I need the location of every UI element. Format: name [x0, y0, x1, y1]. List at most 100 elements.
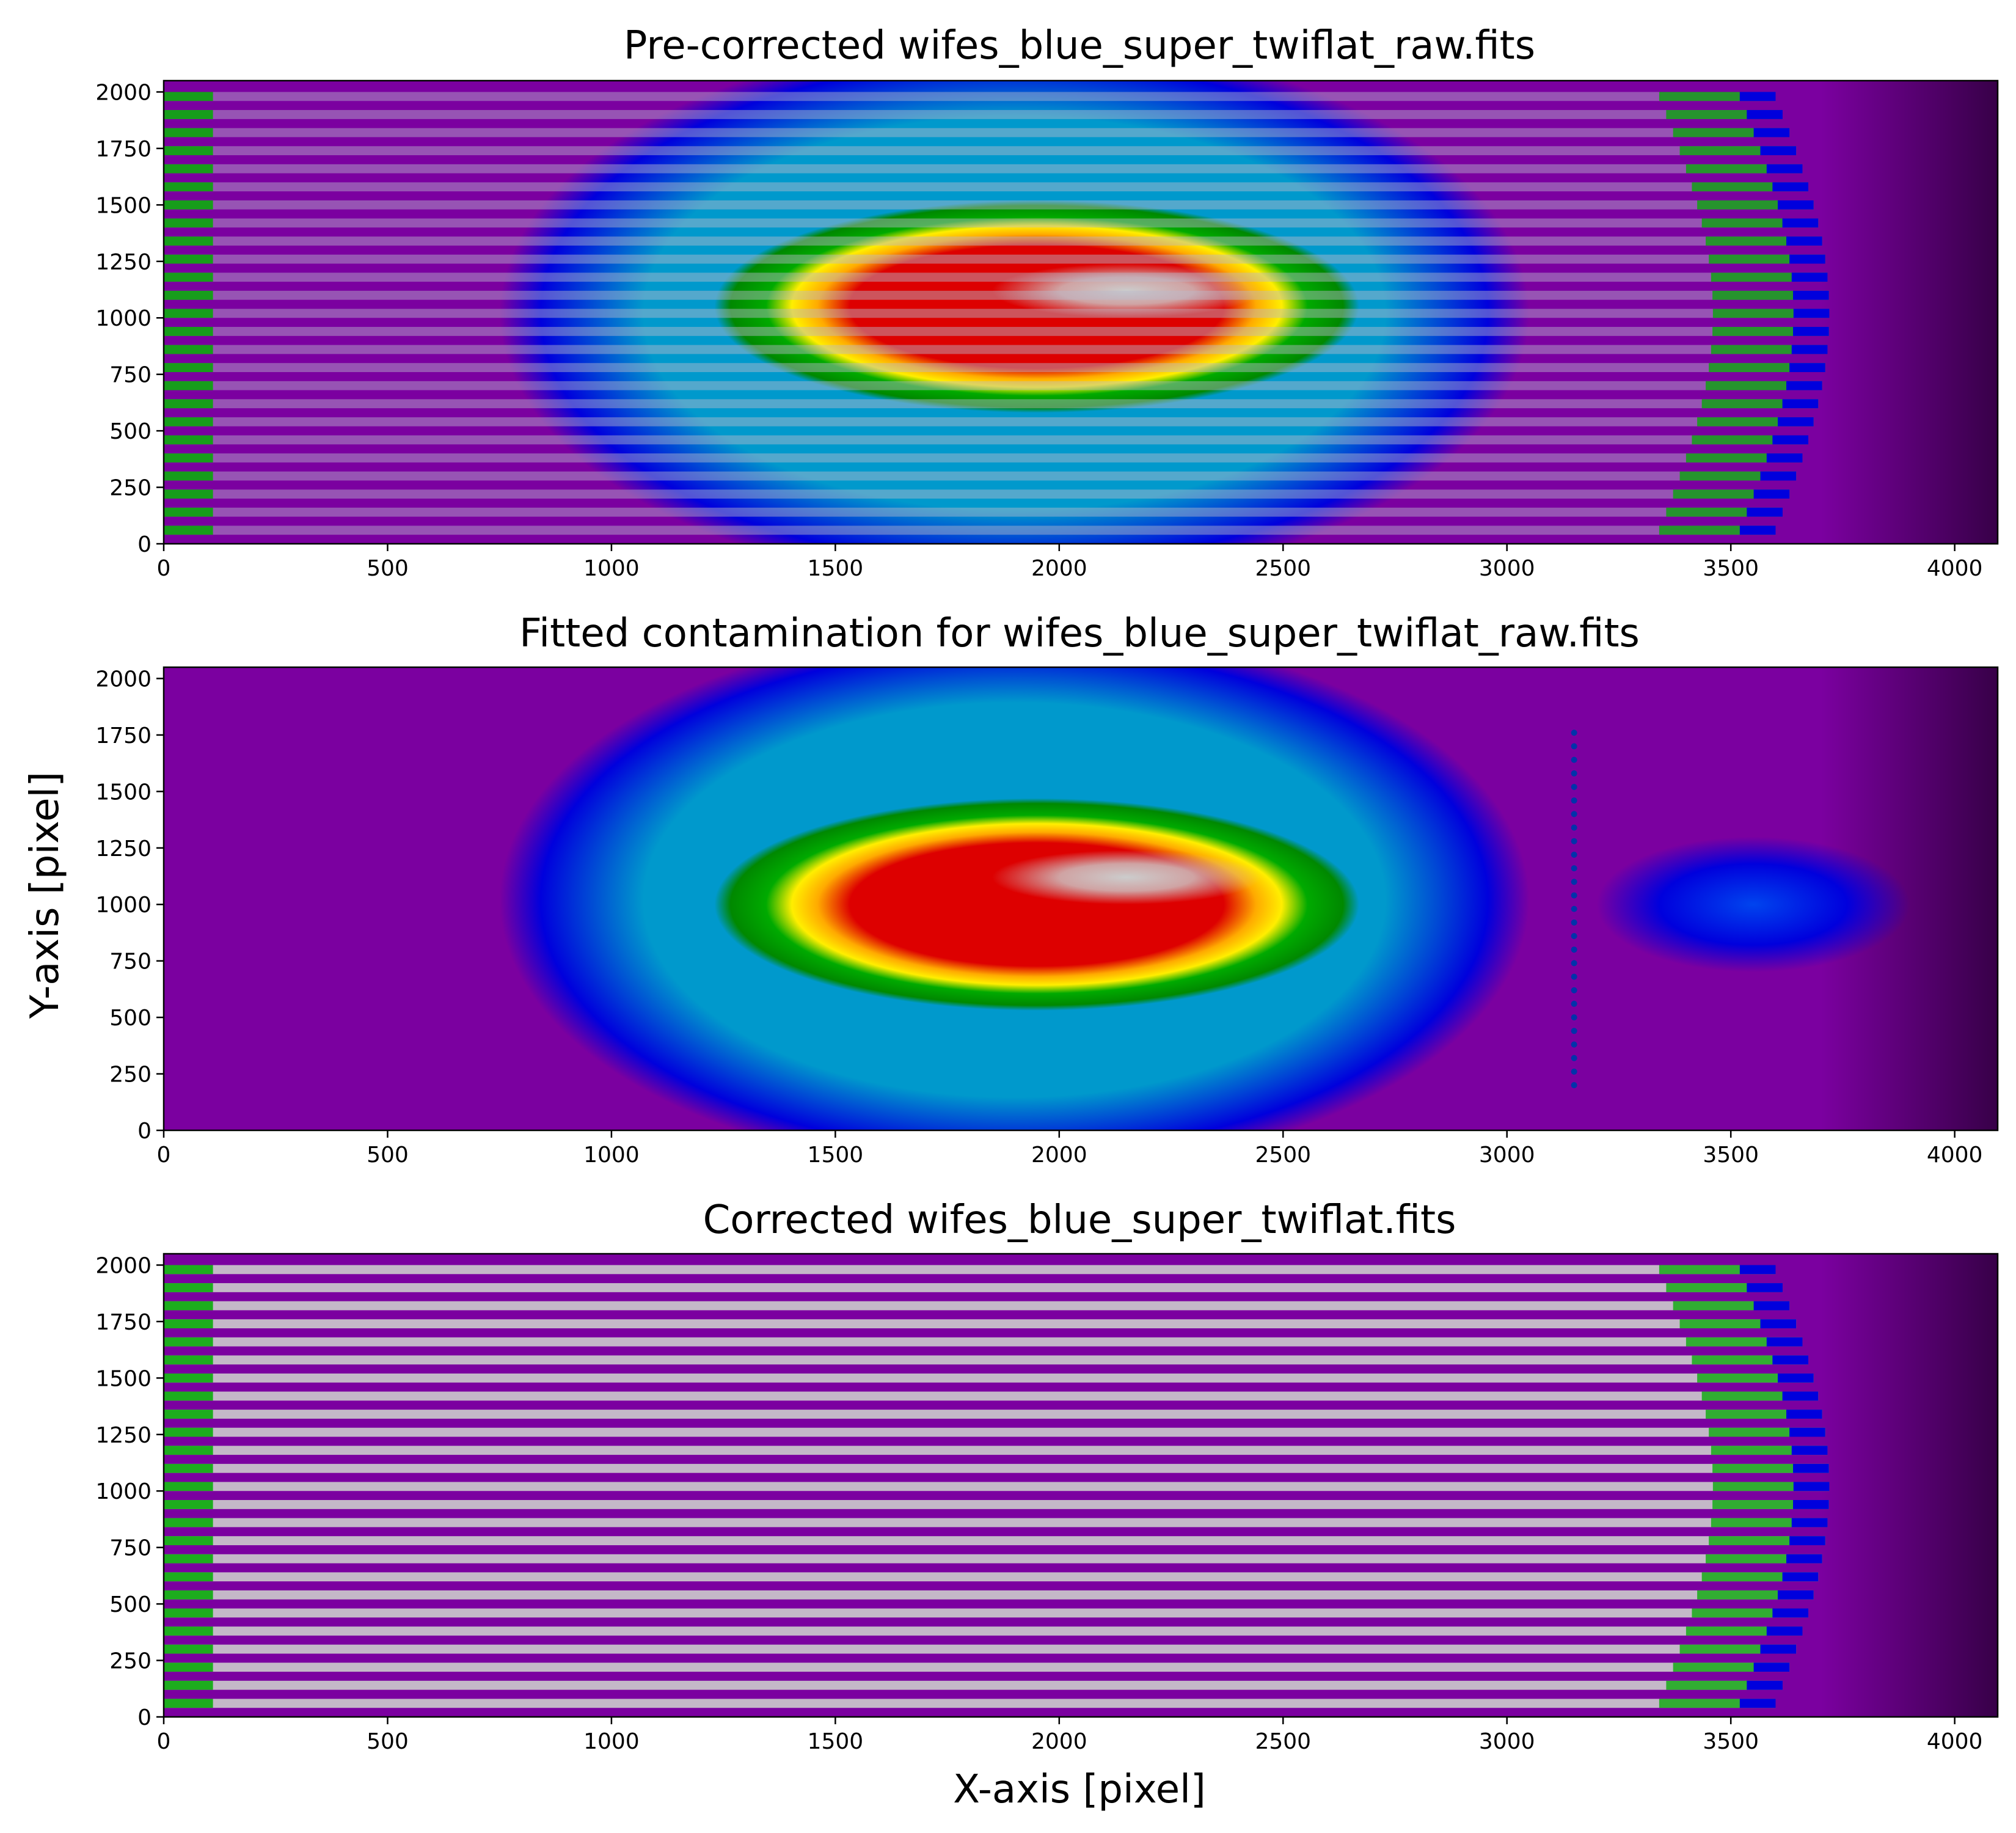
slitlet-tip [1793, 1482, 1830, 1491]
slitlet [164, 1699, 1776, 1708]
x-tick-label: 0 [157, 556, 171, 581]
y-tick-label: 1750 [95, 1310, 152, 1335]
slitlet-left-end [164, 435, 213, 445]
slitlet [164, 471, 1797, 481]
slitlet-tip [1782, 1391, 1819, 1401]
slitlet-left-end [164, 1463, 213, 1473]
slitlet-tip [1760, 471, 1797, 481]
x-tick-label: 500 [367, 556, 409, 581]
x-tick-label: 1500 [808, 1143, 864, 1168]
slitlet-tip [1778, 1590, 1814, 1600]
slitlet-left-end [164, 381, 213, 390]
slitlet-tip [1778, 417, 1814, 426]
y-tick-label: 1250 [95, 1423, 152, 1448]
slitlet-left-end [164, 1536, 213, 1545]
slitlet-tip [1789, 1427, 1825, 1437]
x-tick-label: 2500 [1255, 1729, 1311, 1754]
slitlet-tip [1786, 1410, 1822, 1419]
slitlet-left-end [164, 200, 213, 210]
slitlet [164, 1626, 1803, 1636]
x-tick-label: 1000 [583, 1729, 640, 1754]
slitlet-left-end [164, 236, 213, 246]
slitlet-tip [1753, 1301, 1790, 1311]
artifact-dot [1571, 973, 1577, 980]
slitlet-tip [1789, 363, 1825, 372]
slitlet [164, 1373, 1814, 1383]
slitlet-tip [1791, 273, 1828, 282]
x-tick-label: 500 [367, 1729, 409, 1754]
x-tick-label: 3000 [1479, 556, 1535, 581]
slitlet [164, 363, 1825, 372]
y-tick-label: 1000 [95, 893, 152, 918]
slitlet [164, 1644, 1797, 1654]
slitlet-left-end [164, 1482, 213, 1491]
slitlet [164, 507, 1783, 517]
x-tick-label: 0 [157, 1729, 171, 1754]
slitlet [164, 1319, 1797, 1329]
slitlet-left-end [164, 1319, 213, 1329]
slitlet-left-end [164, 1680, 213, 1690]
slitlet [164, 399, 1819, 409]
slitlet [164, 1590, 1814, 1600]
artifact-dot [1571, 783, 1577, 790]
slitlet-tip [1786, 1554, 1822, 1564]
slitlet [164, 1680, 1783, 1690]
slitlet [164, 290, 1829, 300]
slitlet [164, 309, 1830, 318]
slitlet-left-end [164, 1283, 213, 1292]
y-tick-label: 1500 [95, 780, 152, 805]
slitlet [164, 489, 1790, 499]
slitlet [164, 327, 1829, 336]
slitlet-left-end [164, 254, 213, 264]
slitlet-tip [1739, 1699, 1776, 1708]
artifact-dot [1571, 797, 1577, 804]
slitlet [164, 1337, 1803, 1347]
slitlet [164, 1554, 1822, 1564]
artifact-dot [1571, 756, 1577, 763]
slitlet-tip [1789, 254, 1825, 264]
slitlet-left-end [164, 1427, 213, 1437]
x-tick-label: 1000 [583, 556, 640, 581]
peak-hotspot [992, 850, 1261, 905]
y-tick-label: 2000 [95, 667, 152, 692]
slitlet-tip [1782, 218, 1819, 228]
slitlet-left-end [164, 1391, 213, 1401]
slitlet-tip [1793, 1463, 1829, 1473]
x-tick-label: 0 [157, 1143, 171, 1168]
slitlet-left-end [164, 399, 213, 409]
x-tick-label: 2500 [1255, 1143, 1311, 1168]
artifact-dot [1571, 1000, 1577, 1007]
artifact-dot [1571, 892, 1577, 899]
x-tick-label: 3500 [1703, 556, 1759, 581]
panel-title: Pre-corrected wifes_blue_super_twiflat_r… [624, 23, 1535, 68]
slitlet-tip [1772, 435, 1809, 445]
slitlet-left-end [164, 182, 213, 192]
slitlet-tip [1789, 1536, 1825, 1545]
slitlet-left-end [164, 1572, 213, 1582]
slitlet-left-end [164, 1446, 213, 1455]
artifact-dot [1571, 824, 1577, 831]
slitlet-tip [1760, 1319, 1797, 1329]
slitlet-left-end [164, 164, 213, 174]
panel-title: Fitted contamination for wifes_blue_supe… [519, 611, 1640, 656]
artifact-dot [1571, 919, 1577, 926]
slitlet-tip [1772, 1355, 1809, 1365]
panel-title: Corrected wifes_blue_super_twiflat.fits [703, 1198, 1456, 1243]
slitlet [164, 110, 1783, 119]
slitlet [164, 1663, 1790, 1672]
heatmap-image [164, 81, 1998, 544]
slitlet-left-end [164, 1608, 213, 1618]
x-tick-label: 4000 [1927, 556, 1983, 581]
slitlet-left-end [164, 1626, 213, 1636]
y-tick-label: 500 [109, 1006, 152, 1031]
slitlet-tip [1786, 236, 1822, 246]
slitlet-left-end [164, 1699, 213, 1708]
slitlet-left-end [164, 1590, 213, 1600]
slitlet-left-end [164, 273, 213, 282]
x-tick-label: 3500 [1703, 1729, 1759, 1754]
x-tick-label: 1000 [583, 1143, 640, 1168]
y-tick-label: 1750 [95, 137, 152, 162]
x-axis-label: X-axis [pixel] [953, 1767, 1206, 1812]
artifact-dot [1571, 811, 1577, 818]
x-tick-label: 2000 [1031, 1729, 1087, 1754]
